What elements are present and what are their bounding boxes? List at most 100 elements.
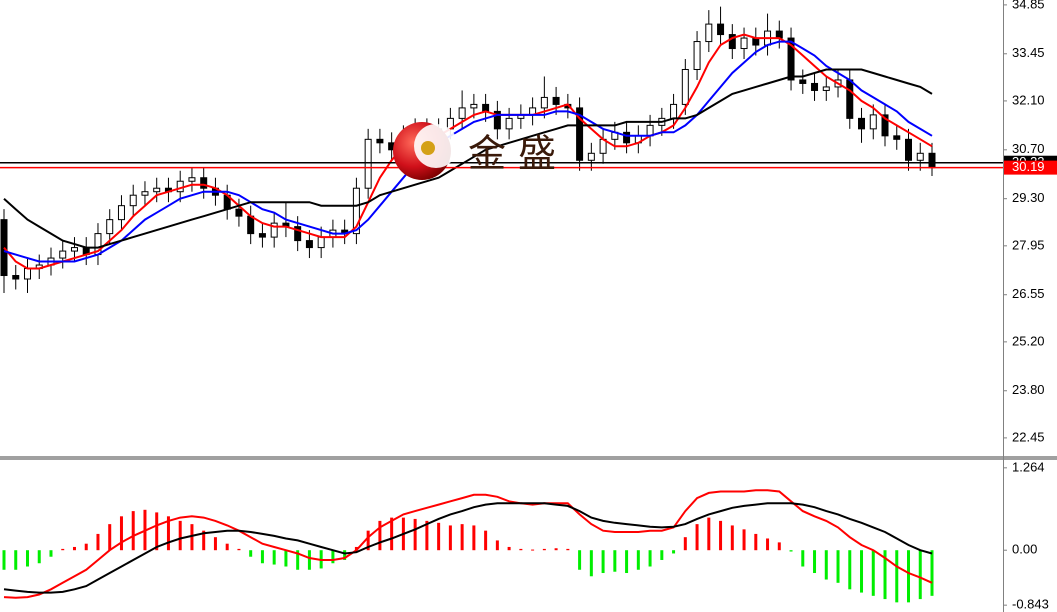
histogram-bar <box>648 550 652 567</box>
histogram-bar <box>754 533 758 551</box>
histogram-bar <box>660 550 664 560</box>
histogram-bar <box>354 546 358 551</box>
histogram-bar <box>178 520 182 551</box>
histogram-bar <box>378 520 382 551</box>
y-tick-label: 1.264 <box>1012 459 1045 474</box>
histogram-bar <box>37 550 41 564</box>
watermark: 金 盛 <box>468 132 556 176</box>
histogram-bar <box>119 516 123 551</box>
y-tick-label: 34.85 <box>1012 0 1045 11</box>
histogram-bar <box>190 524 194 551</box>
candle-body <box>376 138 384 144</box>
candle-body <box>364 138 372 189</box>
y-tick-label: 27.95 <box>1012 237 1045 252</box>
price-label: 30.19 <box>1012 159 1045 174</box>
histogram-bar <box>307 550 311 570</box>
histogram-bar <box>836 550 840 583</box>
histogram-bar <box>61 548 65 551</box>
y-tick-label: 30.70 <box>1012 141 1045 156</box>
logo-ball <box>421 141 435 155</box>
histogram-bar <box>554 548 558 551</box>
histogram-bar <box>425 520 429 551</box>
histogram-bar <box>343 550 347 560</box>
candle-body <box>12 275 20 280</box>
histogram-bar <box>801 550 805 567</box>
histogram-bar <box>613 550 617 572</box>
candle-body <box>787 37 795 81</box>
candle-body <box>176 180 184 193</box>
candle-body <box>752 37 760 46</box>
histogram-bar <box>460 524 464 551</box>
y-tick-label: 23.80 <box>1012 382 1045 397</box>
histogram-bar <box>695 524 699 551</box>
candle-body <box>235 208 243 217</box>
candle-body <box>928 152 936 169</box>
histogram-bar <box>284 550 288 567</box>
candle-body <box>811 82 819 91</box>
candle-body <box>916 152 924 161</box>
histogram-bar <box>824 550 828 580</box>
candle-body <box>59 250 67 259</box>
histogram-bar <box>766 538 770 551</box>
candle-body <box>540 96 548 109</box>
candle-body <box>200 177 208 189</box>
histogram-bar <box>331 550 335 564</box>
candle-body <box>270 222 278 238</box>
histogram-bar <box>636 550 640 570</box>
candle-body <box>858 117 866 130</box>
histogram-bar <box>84 543 88 551</box>
histogram-bar <box>155 512 159 551</box>
candle-body <box>106 219 114 235</box>
histogram-bar <box>72 546 76 551</box>
y-tick-label: 32.10 <box>1012 92 1045 107</box>
histogram-bar <box>566 548 570 551</box>
histogram-bar <box>542 548 546 551</box>
candle-body <box>458 107 466 119</box>
histogram-bar <box>871 550 875 596</box>
macd-panel: 1.264 0.00 -0.843 <box>2 459 1049 612</box>
y-tick-label: 29.30 <box>1012 190 1045 205</box>
candle-body <box>258 233 266 238</box>
histogram-bar <box>719 520 723 551</box>
histogram-bar <box>601 550 605 574</box>
candle-body <box>153 187 161 193</box>
indicator-line <box>3 502 933 594</box>
candle-body <box>623 131 631 144</box>
indicator-line <box>3 489 933 599</box>
candle-body <box>482 103 490 112</box>
indicator-line <box>3 68 933 249</box>
candle-body <box>775 30 783 39</box>
histogram-bar <box>108 524 112 551</box>
histogram-bar <box>589 550 593 577</box>
y-tick-label: 26.55 <box>1012 286 1045 301</box>
candle-body <box>505 117 513 130</box>
candle-body <box>670 103 678 119</box>
histogram-bar <box>437 522 441 551</box>
histogram-bar <box>742 529 746 551</box>
histogram-bar <box>448 525 452 551</box>
candle-body <box>129 194 137 207</box>
histogram-bar <box>895 550 899 603</box>
candle-body <box>0 219 8 277</box>
candle-body <box>681 68 689 105</box>
histogram-bar <box>860 550 864 593</box>
histogram-bar <box>237 548 241 551</box>
histogram-bar <box>413 518 417 551</box>
histogram-bar <box>2 550 6 570</box>
candle-body <box>728 34 736 50</box>
candle-body <box>893 135 901 140</box>
histogram-bar <box>49 550 53 557</box>
candle-body <box>740 37 748 50</box>
candle-body <box>905 138 913 161</box>
candle-body <box>305 240 313 249</box>
histogram-bar <box>202 530 206 551</box>
logo: 金 盛 <box>393 122 556 180</box>
histogram-bar <box>166 516 170 551</box>
histogram-bar <box>390 517 394 551</box>
histogram-bar <box>848 550 852 590</box>
histogram-bar <box>249 550 253 557</box>
candle-body <box>117 205 125 221</box>
